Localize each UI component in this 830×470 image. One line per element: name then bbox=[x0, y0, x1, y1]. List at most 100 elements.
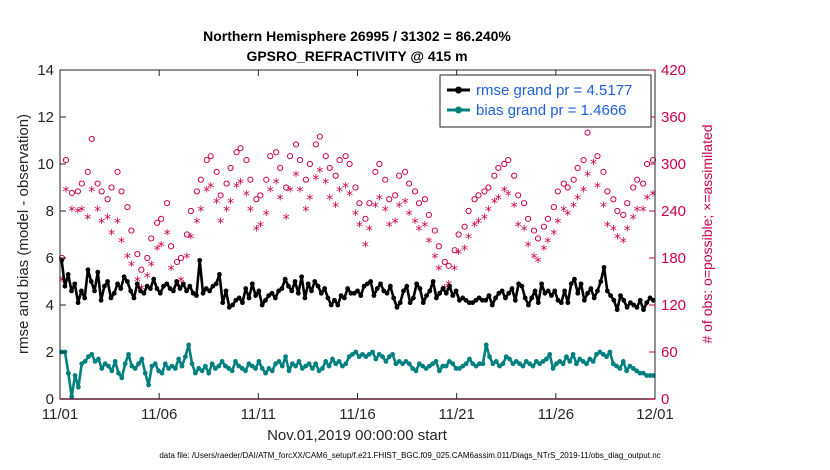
rmse-marker bbox=[522, 295, 528, 301]
bias-marker bbox=[483, 342, 489, 348]
obs-possible-marker bbox=[564, 184, 571, 191]
rmse-marker bbox=[440, 286, 446, 291]
rmse-marker bbox=[115, 281, 120, 287]
obs-possible-marker bbox=[451, 247, 458, 254]
bias-marker bbox=[594, 351, 599, 357]
obs-possible-marker bbox=[302, 176, 310, 183]
bias-marker bbox=[647, 373, 653, 378]
rmse-marker bbox=[325, 295, 331, 301]
bias-marker bbox=[162, 361, 168, 367]
bias-marker bbox=[560, 361, 566, 367]
bias-marker bbox=[286, 368, 292, 374]
obs-assimilated-marker: * bbox=[68, 204, 75, 220]
rmse-marker bbox=[404, 283, 410, 289]
x-tick-label: 11/01 bbox=[42, 406, 78, 423]
rmse-marker bbox=[420, 300, 426, 306]
bias-marker bbox=[299, 366, 305, 371]
bias-marker bbox=[199, 368, 205, 374]
rmse-marker bbox=[220, 300, 226, 306]
rmse-marker bbox=[558, 300, 564, 306]
bias-marker bbox=[617, 366, 623, 371]
bias-marker bbox=[513, 359, 519, 364]
left-tick-label: 14 bbox=[37, 62, 54, 79]
bias-marker bbox=[630, 366, 636, 371]
bias-marker bbox=[279, 363, 285, 369]
rmse-marker bbox=[601, 265, 607, 270]
x-tick-label: 11/06 bbox=[141, 406, 177, 423]
obs-possible-marker bbox=[144, 254, 151, 262]
rmse-marker bbox=[69, 288, 74, 294]
rmse-marker bbox=[111, 290, 117, 296]
bias-marker bbox=[620, 359, 626, 364]
left-tick-label: 0 bbox=[46, 391, 54, 408]
bias-marker bbox=[453, 366, 459, 371]
obs-possible-marker bbox=[114, 168, 121, 175]
bias-marker bbox=[296, 359, 302, 364]
bias-marker bbox=[326, 363, 332, 369]
obs-possible-marker bbox=[382, 176, 389, 183]
rmse-marker bbox=[213, 281, 219, 287]
obs-assimilated-marker: * bbox=[104, 212, 111, 228]
rmse-marker bbox=[575, 290, 581, 296]
obs-assimilated-marker: * bbox=[98, 216, 105, 232]
obs-possible-marker bbox=[286, 153, 294, 160]
bias-marker bbox=[497, 363, 502, 369]
rmse-marker bbox=[621, 297, 627, 303]
obs-assimilated-marker: * bbox=[94, 204, 101, 220]
obs-assimilated-marker: * bbox=[435, 263, 442, 279]
rmse-marker bbox=[443, 290, 449, 296]
obs-assimilated-marker: * bbox=[644, 192, 651, 208]
rmse-marker bbox=[223, 288, 229, 294]
obs-possible-marker bbox=[84, 168, 91, 175]
bias-marker bbox=[65, 370, 71, 376]
right-tick-label: 420 bbox=[661, 62, 686, 79]
bias-marker bbox=[406, 361, 412, 367]
obs-assimilated-marker: * bbox=[412, 216, 419, 232]
obs-possible-marker bbox=[134, 250, 141, 258]
rmse-marker bbox=[341, 295, 347, 301]
left-tick-label: 12 bbox=[37, 109, 54, 126]
bias-marker bbox=[109, 368, 115, 374]
rmse-marker bbox=[315, 283, 321, 289]
obs-possible-marker bbox=[392, 192, 399, 199]
rmse-marker bbox=[378, 281, 383, 287]
bias-marker bbox=[487, 354, 492, 360]
obs-possible-marker bbox=[78, 180, 85, 187]
obs-assimilated-marker: * bbox=[406, 208, 413, 224]
obs-possible-marker bbox=[336, 156, 343, 164]
bias-marker bbox=[132, 366, 138, 371]
obs-assimilated-marker: * bbox=[574, 192, 581, 208]
obs-possible-marker bbox=[640, 180, 647, 187]
bias-marker bbox=[136, 361, 141, 367]
bias-marker bbox=[584, 361, 589, 367]
rmse-marker bbox=[466, 300, 472, 306]
rmse-marker bbox=[124, 279, 130, 284]
right-tick-label: 360 bbox=[661, 109, 686, 126]
rmse-marker bbox=[578, 281, 584, 287]
bias-marker bbox=[196, 366, 202, 371]
bias-marker bbox=[437, 368, 442, 374]
obs-assimilated-marker: * bbox=[158, 239, 165, 255]
obs-assimilated-marker: * bbox=[451, 263, 458, 279]
obs-assimilated-marker: * bbox=[316, 165, 323, 181]
obs-possible-marker bbox=[164, 200, 171, 207]
obs-assimilated-marker: * bbox=[431, 251, 438, 267]
obs-possible-marker bbox=[600, 168, 607, 175]
obs-assimilated-marker: * bbox=[177, 275, 184, 291]
obs-possible-marker bbox=[396, 172, 403, 179]
obs-assimilated-marker: * bbox=[88, 184, 95, 200]
obs-assimilated-marker: * bbox=[257, 220, 264, 236]
rmse-marker bbox=[259, 302, 265, 308]
obs-possible-marker bbox=[521, 200, 528, 207]
bias-marker bbox=[577, 356, 583, 362]
rmse-marker bbox=[401, 288, 406, 294]
obs-assimilated-marker: * bbox=[332, 200, 339, 216]
obs-possible-marker bbox=[634, 176, 641, 183]
rmse-marker bbox=[641, 307, 646, 313]
obs-assimilated-marker: * bbox=[600, 200, 607, 216]
obs-assimilated-marker: * bbox=[197, 204, 204, 220]
obs-possible-marker bbox=[68, 189, 76, 197]
obs-assimilated-marker: * bbox=[366, 224, 373, 240]
bias-marker bbox=[216, 363, 222, 369]
bias-marker bbox=[213, 366, 218, 371]
